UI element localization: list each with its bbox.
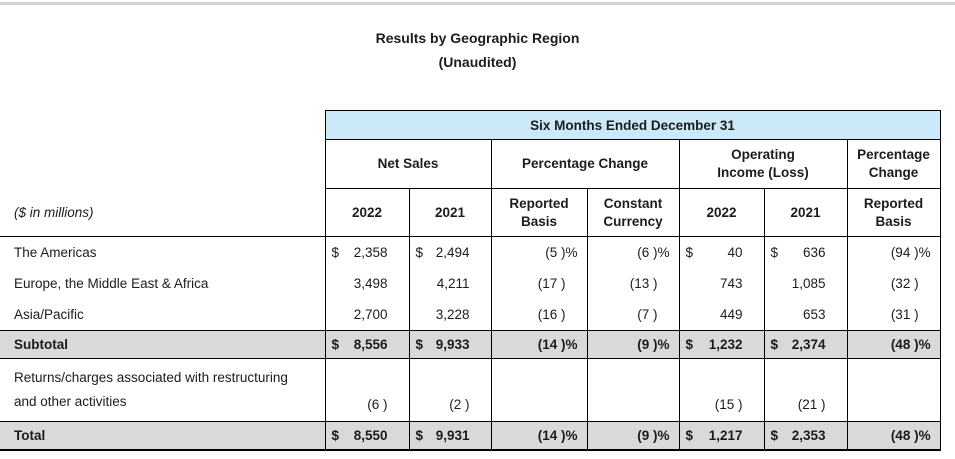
report-title: Results by Geographic Region xyxy=(375,30,580,46)
cell-pct-reported-2: (31 ) xyxy=(846,299,941,331)
table-row-emea: Europe, the Middle East & Africa 3,498 4… xyxy=(0,268,941,299)
group-header-percentage-change: Percentage Change xyxy=(490,139,680,189)
col-header-ns-2022: 2022 xyxy=(324,188,410,237)
col-header-ns-2021: 2021 xyxy=(408,188,492,237)
cell-ns-2022: $8,556 xyxy=(324,330,410,359)
cell-oi-2022: (15 ) xyxy=(678,358,765,422)
dollar-sign: $ xyxy=(770,337,779,352)
dollar-sign: $ xyxy=(331,337,340,352)
report-subtitle: (Unaudited) xyxy=(438,54,517,70)
cell-pct-constant: (9 )% xyxy=(586,421,680,451)
empty-corner-cell xyxy=(0,140,325,189)
table-period-header-row: Six Months Ended December 31 xyxy=(0,110,941,140)
col-header-oi-2021: 2021 xyxy=(763,188,848,237)
dollar-sign: $ xyxy=(331,245,340,260)
cell-oi-2022: $40 xyxy=(678,236,765,268)
dollar-sign: $ xyxy=(415,428,424,443)
row-label: The Americas xyxy=(14,245,97,260)
cell-pct-reported: (14 )% xyxy=(490,330,588,359)
dollar-sign: $ xyxy=(770,245,779,260)
report-title-block: Results by Geographic Region (Unaudited) xyxy=(0,26,955,74)
cell-ns-2022: 2,700 xyxy=(324,299,410,331)
cell-ns-2021: 3,228 xyxy=(408,299,492,331)
cell-ns-2022: 3,498 xyxy=(324,268,410,299)
cell-pct-reported-2: (48 )% xyxy=(846,330,941,359)
cell-oi-2021: 1,085 xyxy=(763,268,848,299)
cell-pct-reported: (16 ) xyxy=(490,299,588,331)
dollar-sign: $ xyxy=(685,428,694,443)
row-label: Returns/charges associated with restruct… xyxy=(14,370,288,409)
cell-pct-reported xyxy=(490,358,588,422)
dollar-sign: $ xyxy=(331,428,340,443)
cell-pct-reported: (17 ) xyxy=(490,268,588,299)
cell-pct-reported-2: (48 )% xyxy=(846,421,941,451)
cell-ns-2021: $9,933 xyxy=(408,330,492,359)
dollar-sign: $ xyxy=(415,337,424,352)
empty-corner-cell xyxy=(0,111,325,140)
row-label: Asia/Pacific xyxy=(14,307,84,322)
group-header-operating-income: Operating Income (Loss) xyxy=(678,139,848,189)
table-row-subtotal: Subtotal $8,556 $9,933 (14 )% (9 )% $1,2… xyxy=(0,330,941,359)
units-note: ($ in millions) xyxy=(0,188,325,237)
cell-oi-2021: $636 xyxy=(763,236,848,268)
cell-pct-reported-2: (32 ) xyxy=(846,268,941,299)
col-header-reported-basis: Reported Basis xyxy=(490,188,588,237)
dollar-sign: $ xyxy=(415,245,424,260)
cell-pct-reported: (5 )% xyxy=(490,236,588,268)
table-row-total: Total $8,550 $9,931 (14 )% (9 )% $1,217 … xyxy=(0,421,941,451)
row-label: Subtotal xyxy=(0,330,325,359)
page-top-divider xyxy=(0,2,955,5)
cell-pct-constant xyxy=(586,358,680,422)
row-label: Europe, the Middle East & Africa xyxy=(14,276,209,291)
row-label: Total xyxy=(0,421,325,451)
cell-pct-constant: (6 )% xyxy=(586,236,680,268)
cell-ns-2021: 4,211 xyxy=(408,268,492,299)
cell-oi-2022: 743 xyxy=(678,268,765,299)
col-header-reported-basis-2: Reported Basis xyxy=(846,188,941,237)
dollar-sign: $ xyxy=(685,337,694,352)
results-by-region-table: Six Months Ended December 31 Net Sales P… xyxy=(0,110,941,451)
cell-oi-2022: $1,232 xyxy=(678,330,765,359)
table-row-returns-charges: Returns/charges associated with restruct… xyxy=(0,358,941,422)
dollar-sign: $ xyxy=(685,245,694,260)
cell-oi-2021: $2,374 xyxy=(763,330,848,359)
cell-oi-2021: (21 ) xyxy=(763,358,848,422)
cell-ns-2022: $8,550 xyxy=(324,421,410,451)
dollar-sign: $ xyxy=(770,428,779,443)
cell-pct-constant: (13 ) xyxy=(586,268,680,299)
cell-oi-2021: $2,353 xyxy=(763,421,848,451)
cell-oi-2021: 653 xyxy=(763,299,848,331)
cell-pct-reported-2: (94 )% xyxy=(846,236,941,268)
cell-ns-2021: $2,494 xyxy=(408,236,492,268)
table-group-header-row: Net Sales Percentage Change Operating In… xyxy=(0,139,941,189)
cell-oi-2022: $1,217 xyxy=(678,421,765,451)
cell-pct-reported-2 xyxy=(846,358,941,422)
group-header-net-sales: Net Sales xyxy=(324,139,492,189)
col-header-oi-2022: 2022 xyxy=(678,188,765,237)
group-header-percentage-change-2: Percentage Change xyxy=(846,139,941,189)
table-column-header-row: ($ in millions) 2022 2021 Reported Basis… xyxy=(0,188,941,237)
table-row-asia-pacific: Asia/Pacific 2,700 3,228 (16 ) (7 ) 449 … xyxy=(0,299,941,331)
cell-ns-2022: (6 ) xyxy=(324,358,410,422)
cell-oi-2022: 449 xyxy=(678,299,765,331)
cell-pct-reported: (14 )% xyxy=(490,421,588,451)
cell-pct-constant: (9 )% xyxy=(586,330,680,359)
cell-ns-2021: (2 ) xyxy=(408,358,492,422)
cell-ns-2021: $9,931 xyxy=(408,421,492,451)
cell-pct-constant: (7 ) xyxy=(586,299,680,331)
table-row-americas: The Americas $2,358 $2,494 (5 )% (6 )% $… xyxy=(0,236,941,268)
col-header-constant-currency: Constant Currency xyxy=(586,188,680,237)
period-header: Six Months Ended December 31 xyxy=(324,110,941,140)
cell-ns-2022: $2,358 xyxy=(324,236,410,268)
